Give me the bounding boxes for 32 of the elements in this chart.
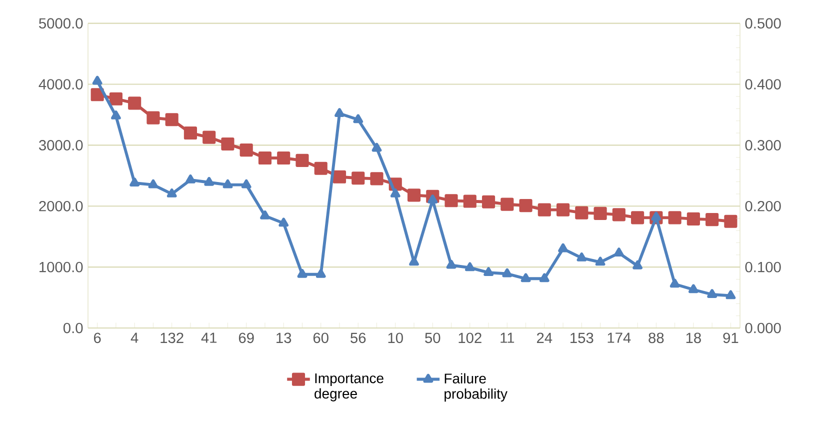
x-tick-label: 11 [500,332,514,343]
x-tick-label: 6 [94,332,101,344]
x-tick-label: 91 [723,332,738,344]
x-tick-label: 4 [130,332,138,343]
x-tick-label: 10 [388,332,403,344]
y2-tick-label: 0.000 [745,322,781,334]
y2-tick-label: 0.100 [745,262,781,272]
x-tick-label: 132 [160,332,184,344]
y-tick-label: 4000.0 [38,79,83,90]
x-tick-label: 50 [425,332,440,344]
x-tick-label: 41 [201,332,217,343]
y-tick-label: 5000.0 [39,18,83,29]
y-tick-label: 2000.0 [39,200,83,212]
y-tick-label: 3000.0 [39,140,83,150]
x-tick-label: 56 [350,332,366,344]
x-tick-label: 174 [608,332,631,343]
y-tick-label: 1000.0 [40,262,83,272]
y2-tick-label: 0.400 [745,79,781,90]
legend-label: Importance degree [314,373,384,402]
y2-tick-label: 0.300 [745,140,781,150]
x-tick-label: 60 [313,332,328,344]
x-tick-label: 13 [276,332,292,344]
y-tick-label: 0.0 [63,322,83,334]
x-tick-label: 153 [570,332,594,344]
x-tick-label: 24 [536,332,552,343]
x-tick-label: 102 [458,332,482,344]
y2-tick-label: 0.500 [745,18,781,29]
x-tick-label: 69 [238,332,254,344]
legend-label: Failure probability [444,373,508,402]
x-tick-label: 18 [686,332,701,344]
x-tick-label: 88 [648,332,664,344]
y2-tick-label: 0.200 [745,200,781,212]
